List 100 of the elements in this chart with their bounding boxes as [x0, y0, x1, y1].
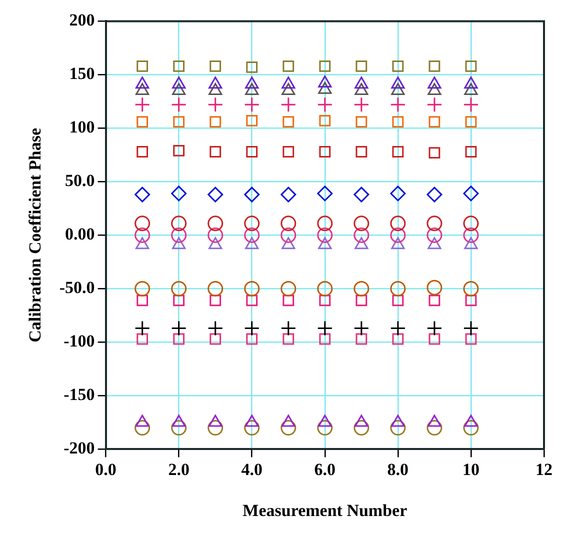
point	[282, 76, 296, 89]
point	[244, 420, 260, 436]
point	[171, 216, 187, 232]
point	[282, 333, 294, 345]
point	[208, 227, 224, 243]
point	[356, 294, 368, 306]
x-tick-label: 6.0	[314, 460, 336, 479]
point	[134, 420, 150, 436]
point	[463, 96, 479, 112]
point	[428, 76, 442, 89]
point	[208, 76, 222, 89]
point	[354, 420, 370, 436]
y-tick-label: 0.00	[65, 224, 95, 244]
point	[426, 227, 442, 243]
point	[463, 186, 479, 202]
point	[134, 216, 150, 232]
point	[317, 186, 333, 202]
point	[244, 280, 260, 296]
point	[390, 186, 406, 202]
point	[282, 83, 296, 95]
point	[317, 320, 333, 336]
point	[244, 227, 260, 243]
point	[134, 227, 150, 243]
point	[465, 116, 477, 128]
point	[246, 146, 258, 158]
point	[134, 320, 150, 336]
point	[136, 237, 150, 250]
point	[354, 280, 370, 296]
y-tick-label: -200	[64, 438, 95, 458]
point	[173, 333, 185, 345]
point	[464, 237, 478, 250]
point	[428, 83, 442, 95]
point	[317, 96, 333, 112]
point	[245, 76, 259, 89]
point	[356, 116, 368, 128]
y-tick-label: -50.0	[59, 278, 95, 298]
x-tick-label: 8.0	[387, 460, 409, 479]
point	[317, 420, 333, 436]
point	[208, 96, 224, 112]
x-tick-label: 12	[536, 460, 552, 479]
point	[172, 76, 186, 89]
point	[356, 60, 368, 72]
point	[465, 146, 477, 158]
point	[319, 294, 331, 306]
x-axis-title: Measurement Number	[242, 501, 408, 520]
point	[428, 147, 440, 159]
y-tick-label: 100	[69, 118, 95, 137]
point	[356, 146, 368, 158]
point	[134, 186, 150, 202]
point	[319, 333, 331, 345]
point	[282, 60, 294, 72]
point	[172, 237, 186, 250]
point	[426, 186, 442, 202]
point	[390, 227, 406, 243]
point	[208, 186, 224, 202]
point	[465, 294, 477, 306]
point	[463, 216, 479, 232]
point	[354, 83, 368, 95]
point	[464, 76, 478, 89]
point	[282, 116, 294, 128]
point	[171, 227, 187, 243]
point	[173, 294, 185, 306]
x-tick-label: 4.0	[241, 460, 262, 479]
point	[246, 62, 258, 73]
point	[136, 76, 150, 89]
point	[210, 294, 222, 306]
point	[244, 216, 260, 232]
point	[428, 116, 440, 128]
point	[246, 115, 258, 126]
point	[428, 60, 440, 72]
point	[280, 186, 296, 202]
point	[426, 280, 442, 296]
point	[390, 96, 406, 112]
point	[354, 76, 368, 89]
point	[246, 294, 258, 306]
point	[136, 146, 148, 158]
point	[280, 96, 296, 112]
point	[391, 83, 405, 95]
point	[319, 146, 331, 158]
point	[464, 83, 478, 95]
y-tick-label: 150	[69, 64, 95, 84]
point	[136, 294, 148, 306]
point	[208, 320, 224, 336]
point	[172, 83, 186, 95]
point	[173, 116, 185, 128]
point	[390, 280, 406, 296]
point	[426, 320, 442, 336]
point	[282, 237, 296, 250]
point	[136, 116, 148, 128]
x-tick-label: 2.0	[168, 460, 190, 479]
point	[463, 320, 479, 336]
point	[171, 186, 187, 202]
point	[246, 333, 258, 345]
point	[390, 320, 406, 336]
point	[465, 333, 477, 345]
point	[354, 320, 370, 336]
point	[318, 237, 332, 250]
point	[245, 83, 259, 95]
point	[173, 60, 185, 72]
point	[463, 280, 479, 296]
